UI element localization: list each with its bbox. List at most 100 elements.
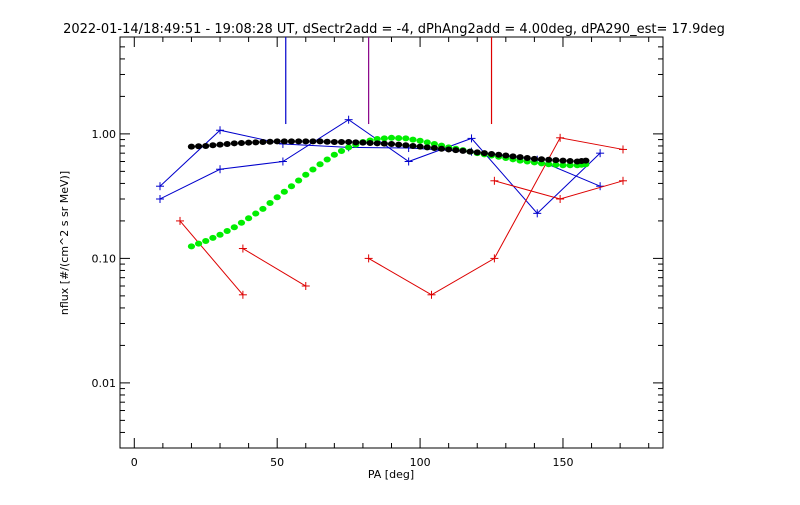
data-point xyxy=(230,140,238,147)
data-point xyxy=(273,194,281,201)
data-point xyxy=(509,153,517,160)
data-point xyxy=(156,194,165,203)
data-point xyxy=(596,149,605,158)
data-point xyxy=(387,140,396,147)
data-point xyxy=(252,139,260,146)
data-point xyxy=(238,290,247,299)
data-point xyxy=(330,151,338,158)
x-tick-label: 100 xyxy=(410,456,431,469)
data-point xyxy=(156,182,165,191)
data-point xyxy=(409,142,417,149)
data-point xyxy=(556,194,565,203)
data-point xyxy=(373,140,381,147)
data-point xyxy=(452,147,460,154)
data-point xyxy=(545,156,553,163)
data-point xyxy=(209,234,217,241)
x-tick-label: 0 xyxy=(131,456,138,469)
series-line xyxy=(179,220,244,296)
data-point xyxy=(459,147,467,154)
data-point xyxy=(237,139,246,146)
data-point xyxy=(323,138,331,145)
data-point xyxy=(480,150,488,157)
data-point xyxy=(280,138,288,145)
data-point xyxy=(176,216,185,225)
data-point xyxy=(216,231,224,238)
data-point xyxy=(427,290,436,299)
data-point xyxy=(287,138,296,145)
data-point xyxy=(618,176,627,185)
data-point xyxy=(337,139,346,146)
data-point xyxy=(380,140,388,147)
data-point xyxy=(490,254,499,263)
series-layer xyxy=(156,115,627,299)
data-point xyxy=(194,240,203,247)
data-point xyxy=(309,138,317,145)
data-point xyxy=(559,162,567,169)
data-point xyxy=(490,176,499,185)
data-series xyxy=(238,244,310,291)
data-point xyxy=(245,215,253,222)
data-point xyxy=(302,138,310,145)
x-axis-label: PA [deg] xyxy=(368,468,414,481)
data-point xyxy=(387,134,396,141)
data-point xyxy=(301,282,310,291)
data-point xyxy=(533,209,542,218)
data-point xyxy=(216,141,224,148)
data-point xyxy=(352,139,360,146)
data-point xyxy=(278,157,287,166)
data-point xyxy=(266,200,274,207)
data-point xyxy=(416,137,424,144)
data-point xyxy=(216,126,225,135)
data-point xyxy=(194,143,203,150)
data-point xyxy=(402,142,410,149)
data-point xyxy=(295,177,303,184)
data-point xyxy=(395,141,403,148)
data-series xyxy=(187,134,590,250)
data-point xyxy=(404,157,413,166)
data-point xyxy=(467,134,476,143)
data-point xyxy=(409,136,417,143)
data-point xyxy=(423,139,431,146)
y-tick-label: 1.00 xyxy=(92,128,117,141)
data-point xyxy=(618,145,627,154)
data-point xyxy=(252,210,260,217)
data-point xyxy=(537,156,546,163)
x-axis: 0 50 100 150 xyxy=(131,37,650,469)
data-point xyxy=(187,243,196,250)
data-point xyxy=(273,138,281,145)
data-point xyxy=(395,135,403,142)
data-point xyxy=(238,244,247,253)
data-point xyxy=(473,149,481,156)
data-point xyxy=(345,139,353,146)
data-point xyxy=(366,139,374,146)
data-point xyxy=(466,148,474,155)
y-tick-label: 0.01 xyxy=(92,377,117,390)
series-line xyxy=(159,119,601,215)
data-point xyxy=(430,145,438,152)
data-point xyxy=(316,161,324,168)
data-point xyxy=(287,183,296,190)
data-point xyxy=(280,188,288,195)
data-point xyxy=(380,135,388,142)
data-point xyxy=(495,151,503,158)
data-series xyxy=(176,216,247,299)
data-point xyxy=(530,155,538,162)
reference-lines xyxy=(285,37,493,125)
data-point xyxy=(437,145,446,152)
data-point xyxy=(295,138,303,145)
data-point xyxy=(345,144,353,151)
data-point xyxy=(237,219,246,226)
data-point xyxy=(337,148,346,155)
data-point xyxy=(523,155,531,162)
data-point xyxy=(245,139,253,146)
data-point xyxy=(552,161,560,168)
data-point xyxy=(302,171,310,178)
y-axis: 0.01 0.10 1.00 xyxy=(92,36,663,449)
data-point xyxy=(552,157,560,164)
data-series xyxy=(187,138,590,165)
data-point xyxy=(202,142,210,149)
chart-title: 2022-01-14/18:49:51 - 19:08:28 UT, dSect… xyxy=(63,22,725,37)
data-point xyxy=(309,166,317,173)
